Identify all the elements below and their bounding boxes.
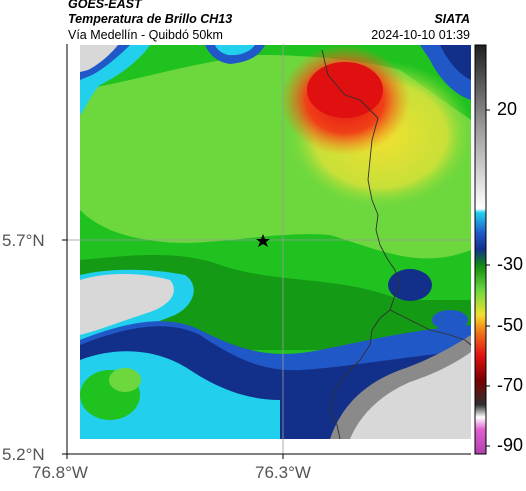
border-line	[321, 49, 401, 440]
product-title: Temperatura de Brillo CH13	[68, 12, 233, 26]
lon-tick-768: 76.8°W	[32, 463, 88, 482]
colorbar-tick-20: 20	[497, 99, 518, 119]
satellite-title: GOES-EAST	[68, 0, 142, 11]
colorbar-tick-minus30: -30	[497, 254, 524, 274]
colorbar-tick-minus90: -90	[497, 435, 524, 455]
datetime-label: 2024-10-10 01:39	[371, 28, 470, 42]
lon-tick-763: 76.3°W	[255, 463, 311, 482]
coast-line	[389, 309, 472, 346]
colorbar-tick-minus50: -50	[497, 315, 524, 335]
route-label: Vía Medellín - Quibdó 50km	[68, 28, 223, 42]
cloud-field	[80, 45, 471, 439]
colorbar	[474, 44, 487, 455]
lat-tick-52: 5.2°N	[2, 445, 45, 464]
lat-tick-57: 5.7°N	[2, 231, 45, 250]
star-marker	[256, 234, 270, 247]
colorbar-tick-minus70: -70	[497, 375, 524, 395]
org-label: SIATA	[434, 12, 470, 26]
